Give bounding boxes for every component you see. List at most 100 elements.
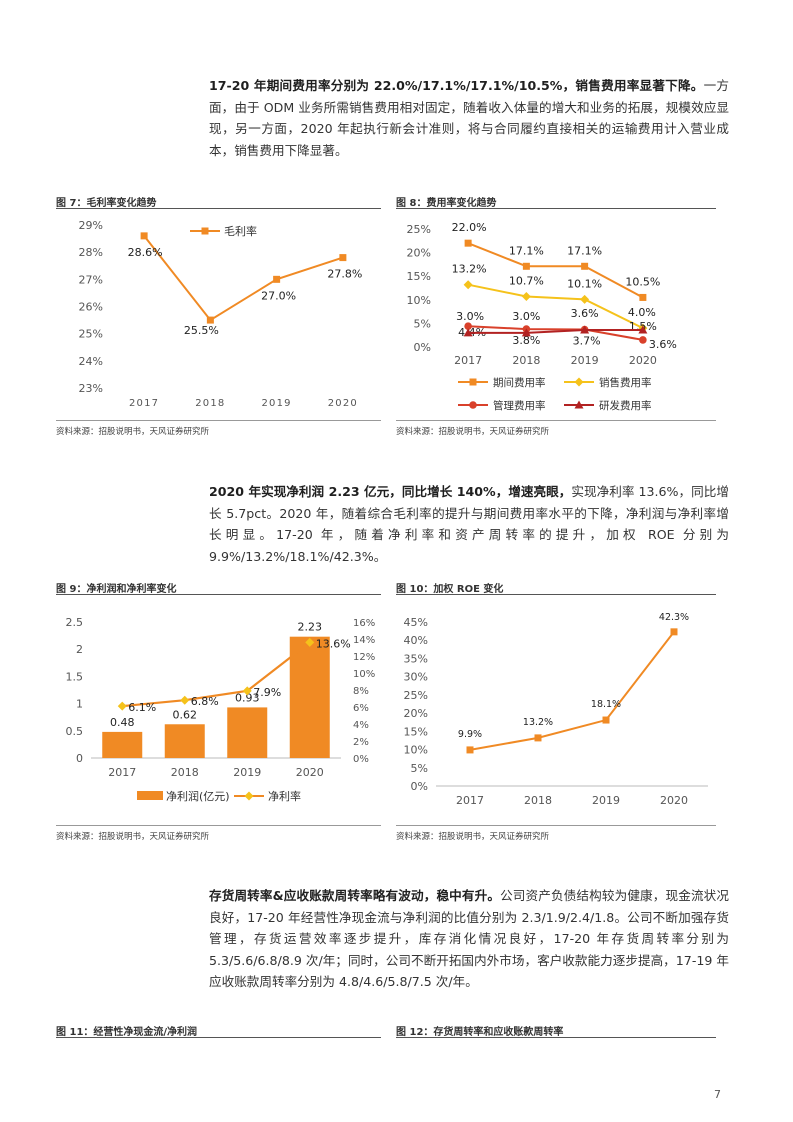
data-label: 13.2% xyxy=(523,717,553,728)
y2-tick-label: 14% xyxy=(353,635,375,646)
figure-7-title: 图 7：毛利率变化趋势 xyxy=(56,198,157,209)
data-point xyxy=(466,746,474,754)
y-tick-label: 24% xyxy=(79,355,103,368)
y2-tick-label: 12% xyxy=(353,652,375,663)
series-line-4 xyxy=(468,329,643,334)
data-label: 3.6% xyxy=(649,338,677,351)
y-tick-label: 26% xyxy=(79,301,103,314)
series-line-1 xyxy=(467,242,644,299)
data-point xyxy=(521,328,531,337)
paragraph-body: 一方面，由于 ODM 业务所需销售费用相对固定，随着收入体量的增大和业务的拓展，… xyxy=(209,78,730,158)
data-point xyxy=(580,294,590,304)
data-point xyxy=(242,686,252,696)
data-point xyxy=(117,701,127,711)
y-tick-label: 20% xyxy=(407,247,431,260)
legend-label: 销售费用率 xyxy=(599,376,652,389)
legend-label: 管理费用率 xyxy=(493,399,546,412)
data-label: 10.5% xyxy=(625,275,660,288)
x-tick-label: 2017 xyxy=(454,354,482,367)
figure-10-title: 图 10：加权 ROE 变化 xyxy=(396,584,504,595)
chart-net-profit: 0 0.5 1 1.5 2 2.5 0% 2% 4% 6% 8% 10% 12% 14% 16% 0.48 0.… xyxy=(66,616,376,803)
y-tick-label: 15% xyxy=(404,725,428,738)
legend-marker xyxy=(244,791,254,801)
data-point xyxy=(522,262,530,270)
y-tick-label: 1 xyxy=(76,698,83,711)
chart-gross-margin: 23% 24% 25% 26% 27% 28% 29% 2017 2018 2019 2020 28.… xyxy=(79,219,363,409)
series-line-3 xyxy=(468,325,644,341)
chart-expense-ratio: 0% 5% 10% 15% 20% 25% 2017 2018 2019 2020 22.0% 17.… xyxy=(407,221,677,412)
x-tick-label: 2020 xyxy=(629,354,657,367)
x-tick-label: 2018 xyxy=(171,766,199,779)
y2-tick-label: 2% xyxy=(353,737,369,748)
data-point xyxy=(140,232,148,240)
data-label: 10.7% xyxy=(509,274,544,287)
x-tick-label: 2019 xyxy=(592,794,620,807)
bar xyxy=(289,636,330,758)
figure-9-title: 图 9：净利润和净利率变化 xyxy=(56,584,177,595)
divider xyxy=(396,1037,716,1038)
y-tick-label: 0% xyxy=(411,780,428,793)
x-tick-label: 2019 xyxy=(262,398,292,409)
source-note: 资料来源：招股说明书，天风证券研究所 xyxy=(396,832,550,842)
y-tick-label: 2.5 xyxy=(66,616,84,629)
y-tick-label: 20% xyxy=(404,707,428,720)
legend-label: 净利率 xyxy=(268,789,301,803)
data-label: 4.0% xyxy=(628,306,656,319)
source-note: 资料来源：招股说明书，天风证券研究所 xyxy=(56,427,210,437)
data-point xyxy=(463,280,473,290)
paragraph-lead: 存货周转率&应收账款周转率略有波动，稳中有升。 xyxy=(209,888,501,903)
legend-label: 毛利率 xyxy=(224,224,257,238)
divider xyxy=(56,208,381,209)
data-label: 7.9% xyxy=(253,686,281,699)
y2-tick-label: 16% xyxy=(353,618,375,629)
y-tick-label: 15% xyxy=(407,270,431,283)
figure-11-title: 图 11：经营性净现金流/净利润 xyxy=(56,1027,198,1038)
x-tick-label: 2020 xyxy=(660,794,688,807)
data-point xyxy=(638,325,648,334)
data-label: 9.9% xyxy=(458,729,482,740)
y-tick-label: 5% xyxy=(414,317,431,330)
y-tick-label: 29% xyxy=(79,219,103,232)
series-line-1 xyxy=(122,641,311,708)
paragraph-turnover: 存货周转率&应收账款周转率略有波动，稳中有升。公司资产负债结构较为健康，现金流状… xyxy=(209,885,729,993)
data-point xyxy=(305,637,315,647)
data-label: 27.0% xyxy=(261,289,296,302)
data-label: 0.93 xyxy=(235,691,260,704)
y-tick-label: 25% xyxy=(404,689,428,702)
data-label: 3.6% xyxy=(571,307,599,320)
x-tick-label: 2020 xyxy=(328,398,358,409)
data-label: 25.5% xyxy=(184,324,219,337)
legend-swatch xyxy=(137,791,163,800)
bar xyxy=(102,731,143,758)
data-point xyxy=(581,262,589,270)
data-label: 10.1% xyxy=(567,277,602,290)
data-label: 6.8% xyxy=(191,695,219,708)
x-tick-label: 2018 xyxy=(524,794,552,807)
legend-marker xyxy=(469,378,477,386)
y-tick-label: 10% xyxy=(407,294,431,307)
data-point xyxy=(464,239,472,247)
legend-marker xyxy=(469,401,477,409)
divider xyxy=(56,594,381,595)
y-tick-label: 10% xyxy=(404,744,428,757)
series-line-1 xyxy=(143,235,344,322)
divider xyxy=(396,208,716,209)
y2-tick-label: 6% xyxy=(353,703,369,714)
paragraph-body: 公司资产负债结构较为健康，现金流状况良好，17-20 年经营性净现金流与净利润的… xyxy=(209,888,730,989)
legend-marker xyxy=(574,400,584,409)
source-note: 资料来源：招股说明书，天风证券研究所 xyxy=(396,427,550,437)
data-point xyxy=(602,716,610,724)
y-tick-label: 0 xyxy=(76,752,83,765)
data-point xyxy=(670,628,678,636)
y-tick-label: 28% xyxy=(79,246,103,259)
divider xyxy=(56,825,381,826)
y-tick-label: 45% xyxy=(404,616,428,629)
paragraph-net-profit: 2020 年实现净利润 2.23 亿元，同比增长 140%，增速亮眼，实现净利率… xyxy=(209,481,729,567)
paragraph-body: 实现净利率 13.6%，同比增长 5.7pct。2020 年，随着综合毛利率的提… xyxy=(209,484,729,564)
x-tick-label: 2020 xyxy=(296,766,324,779)
y-tick-label: 5% xyxy=(411,762,428,775)
divider xyxy=(56,420,381,421)
y-tick-label: 35% xyxy=(404,652,428,665)
data-point xyxy=(464,322,472,331)
y-tick-label: 1.5 xyxy=(66,670,84,683)
